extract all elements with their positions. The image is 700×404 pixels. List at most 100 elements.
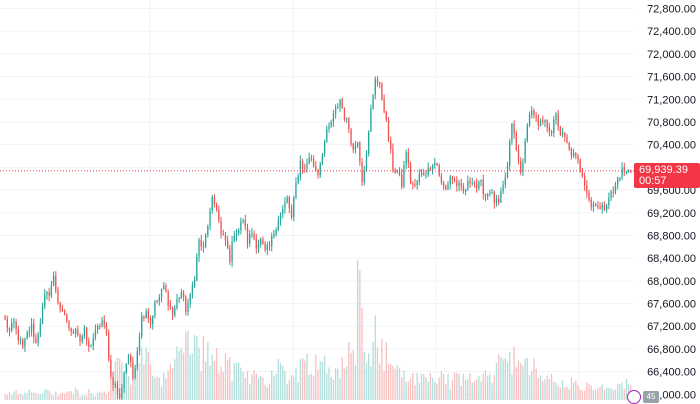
volume-bar [561, 380, 564, 400]
volume-bar [176, 346, 178, 400]
volume-bar [581, 390, 584, 400]
candle [81, 336, 83, 342]
candle [363, 170, 365, 183]
volume-bar [460, 385, 462, 400]
candle [101, 320, 103, 327]
volume-bar [548, 379, 551, 400]
volume-bar [315, 355, 317, 400]
volume-bar [339, 378, 341, 400]
candle [467, 180, 469, 190]
candle [383, 99, 385, 112]
candle [110, 359, 112, 377]
volume-bar [24, 392, 26, 400]
candle [475, 183, 478, 189]
volume-bar [625, 378, 628, 400]
candle [17, 328, 19, 341]
candle [94, 329, 97, 339]
footer-badge[interactable]: 45 [643, 391, 659, 403]
volume-bar [209, 365, 211, 400]
candle [24, 338, 26, 348]
candle [158, 297, 161, 301]
volume-bar [332, 379, 335, 400]
volume-bar [255, 373, 257, 400]
volume-bar [218, 373, 220, 400]
volume-bar [484, 370, 487, 400]
volume-bar [617, 383, 619, 400]
candle [317, 169, 319, 176]
volume-bar [48, 390, 50, 400]
volume-bar [612, 389, 614, 400]
candle [279, 213, 282, 221]
volume-bar [337, 368, 339, 400]
volume-bar [365, 363, 368, 400]
volume-bar [436, 383, 438, 400]
volume-bar [13, 391, 15, 400]
volume-bar [555, 383, 557, 400]
candle [37, 334, 39, 343]
volume-bar [70, 391, 72, 400]
candle [357, 142, 359, 146]
candle [207, 226, 209, 236]
candle [608, 197, 610, 206]
volume-bar [372, 341, 374, 400]
volume-bar [473, 381, 476, 400]
candle [570, 148, 573, 156]
volume-bar [522, 365, 524, 400]
candle [48, 291, 50, 296]
volume-bar [6, 394, 8, 400]
volume-bar [586, 382, 588, 400]
candle [185, 296, 187, 312]
candle [434, 163, 436, 166]
candle [293, 197, 295, 218]
volume-bar [451, 380, 454, 400]
candle [484, 194, 487, 197]
candle [326, 129, 328, 142]
candle [310, 157, 313, 159]
candle [103, 320, 105, 325]
volume-bar [614, 389, 617, 400]
candle [306, 163, 308, 169]
volume-bar [416, 372, 418, 400]
volume-bar [412, 372, 414, 400]
volume-bar [462, 373, 465, 400]
candle [387, 119, 390, 141]
volume-bar [264, 384, 266, 400]
y-tick-label: 70,800.00 [647, 117, 696, 129]
volume-bar [284, 370, 286, 400]
candle [407, 152, 410, 164]
volume-bar [431, 377, 434, 400]
volume-bar [566, 386, 568, 400]
candle [473, 182, 476, 184]
candle [224, 235, 227, 241]
candle [105, 324, 108, 333]
volume-bar [61, 392, 64, 400]
volume-bar [39, 394, 42, 400]
volume-bar [55, 391, 57, 400]
volume-bar [79, 396, 81, 400]
volume-bar [564, 387, 566, 400]
candle [345, 118, 348, 120]
volume-bar [282, 365, 284, 400]
volume-bar [374, 315, 376, 400]
candle [522, 162, 524, 173]
candle [513, 123, 515, 134]
candle [491, 192, 493, 194]
volume-bar [288, 379, 291, 400]
volume-bar [96, 392, 99, 400]
candle [282, 208, 284, 214]
volume-bar [136, 367, 138, 400]
volume-bar [456, 372, 458, 400]
candle [275, 230, 277, 235]
candle [553, 119, 555, 133]
candle [264, 243, 266, 250]
volume-bar [46, 389, 48, 400]
candle [390, 140, 392, 149]
indicator-icon[interactable] [627, 390, 641, 404]
volume-bar [515, 367, 517, 400]
candle [555, 113, 557, 120]
candle [546, 119, 548, 128]
candle [301, 161, 304, 169]
candle [381, 84, 383, 100]
